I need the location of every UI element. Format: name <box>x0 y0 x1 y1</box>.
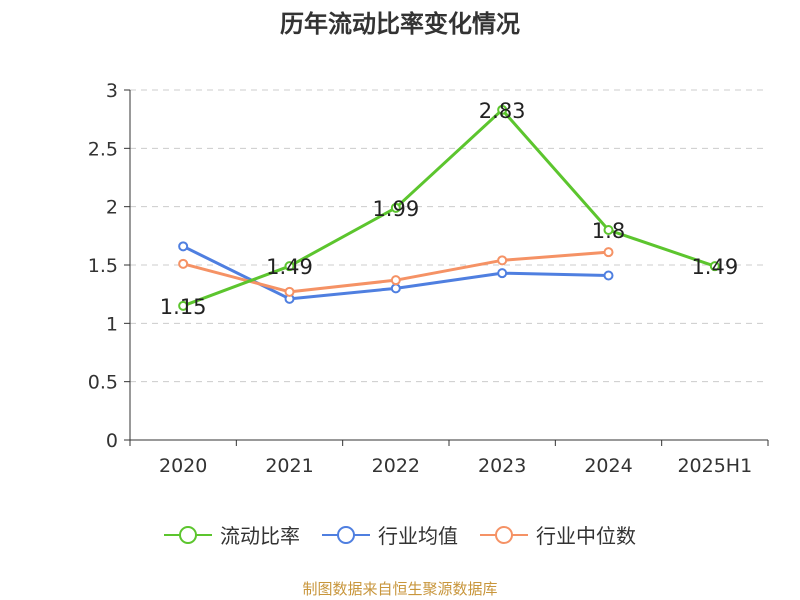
legend-label: 行业中位数 <box>536 524 636 548</box>
data-point <box>390 283 401 294</box>
data-point <box>497 268 508 279</box>
data-point <box>284 261 295 272</box>
data-label: 1.49 <box>266 255 313 279</box>
y-tick-label: 1.5 <box>88 255 118 277</box>
legend-item[interactable]: 行业中位数 <box>480 520 636 549</box>
legend-label: 流动比率 <box>220 524 300 548</box>
chart-legend: 流动比率 行业均值 行业中位数 <box>0 520 800 549</box>
y-tick-label: 2 <box>106 197 118 219</box>
legend-circle <box>337 525 355 544</box>
data-point <box>178 241 189 252</box>
x-tick-label: 2025H1 <box>677 455 752 477</box>
legend-item[interactable]: 行业均值 <box>322 520 458 549</box>
chart-title: 历年流动比率变化情况 <box>280 10 520 38</box>
data-point <box>178 300 189 311</box>
legend-item[interactable]: 流动比率 <box>164 520 300 549</box>
y-tick-label: 1 <box>106 313 118 335</box>
y-tick-label: 0.5 <box>88 372 118 394</box>
data-point <box>390 202 401 213</box>
data-label: 1.49 <box>691 255 738 279</box>
y-tick-label: 3 <box>106 80 118 102</box>
legend-circle <box>495 525 513 544</box>
data-point <box>178 258 189 269</box>
legend-marker-icon <box>322 525 370 544</box>
series-line-0 <box>182 108 716 308</box>
legend-circle <box>179 525 197 544</box>
x-tick-label: 2023 <box>478 455 526 477</box>
data-point <box>603 247 614 258</box>
data-label: 1.8 <box>592 219 625 243</box>
legend-label: 行业均值 <box>378 524 458 548</box>
data-label: 1.15 <box>160 295 207 319</box>
x-tick-label: 2021 <box>265 455 313 477</box>
x-tick-label: 2024 <box>584 455 632 477</box>
data-point <box>497 104 508 115</box>
x-tick-label: 2022 <box>372 455 420 477</box>
x-tick-label: 2020 <box>159 455 207 477</box>
data-point <box>709 261 720 272</box>
data-point <box>603 270 614 281</box>
y-tick-label: 0 <box>106 430 118 452</box>
source-note: 制图数据来自恒生聚源数据库 <box>302 580 498 598</box>
data-label: 1.99 <box>372 197 419 221</box>
data-point <box>603 225 614 235</box>
legend-marker-icon <box>164 525 212 544</box>
data-point <box>390 275 401 286</box>
y-tick-label: 2.5 <box>88 138 118 160</box>
data-point <box>497 255 508 266</box>
data-label: 2.83 <box>479 99 526 123</box>
legend-marker-icon <box>480 525 528 544</box>
data-point <box>284 286 295 297</box>
